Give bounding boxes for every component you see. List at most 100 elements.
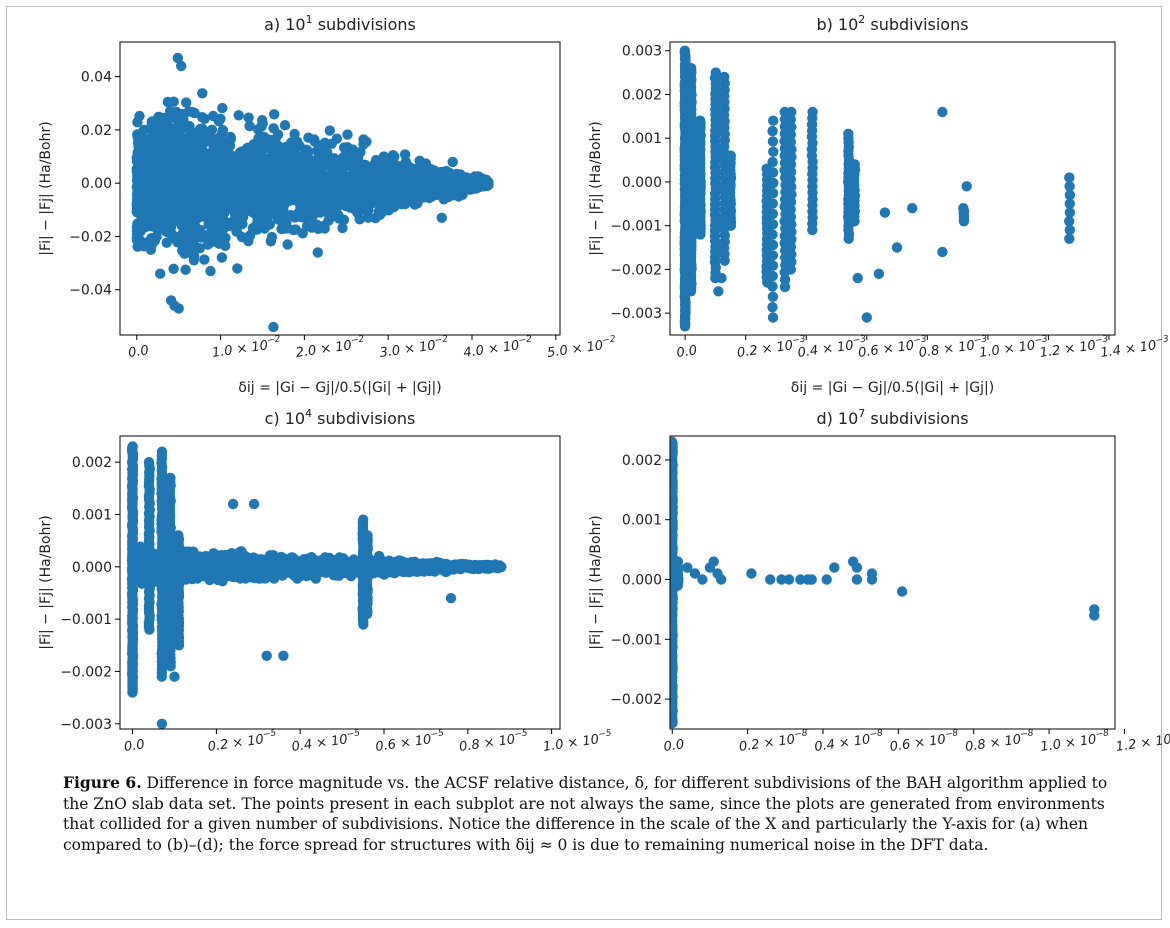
data-point bbox=[389, 564, 400, 575]
data-point bbox=[779, 281, 791, 293]
data-point bbox=[146, 177, 157, 188]
subplot-a: −0.04−0.020.000.020.040.0 1.0 × 10−2 2.0 ×… bbox=[38, 13, 618, 396]
data-point bbox=[259, 214, 270, 226]
data-point bbox=[168, 96, 179, 107]
data-point bbox=[194, 123, 206, 135]
data-point bbox=[785, 166, 797, 178]
data-point bbox=[194, 195, 206, 207]
data-point bbox=[189, 163, 200, 174]
data-point bbox=[354, 168, 365, 180]
data-point bbox=[420, 158, 432, 169]
data-point bbox=[153, 214, 164, 225]
data-point bbox=[785, 264, 796, 275]
data-point bbox=[224, 200, 235, 211]
data-point bbox=[285, 138, 297, 150]
y-tick-label: 0.000 bbox=[622, 175, 662, 191]
data-point bbox=[269, 109, 280, 120]
data-point bbox=[452, 562, 463, 573]
data-point bbox=[172, 169, 183, 181]
data-point-outlier bbox=[172, 52, 183, 64]
data-point bbox=[785, 114, 796, 125]
data-point bbox=[843, 128, 854, 139]
data-point bbox=[785, 196, 797, 208]
data-point bbox=[151, 223, 162, 234]
data-point-outlier bbox=[452, 180, 463, 191]
data-point bbox=[151, 120, 162, 131]
data-point bbox=[439, 178, 451, 189]
data-point bbox=[188, 216, 200, 228]
data-point bbox=[199, 113, 210, 125]
data-point bbox=[306, 222, 317, 233]
data-point bbox=[189, 107, 200, 119]
data-point bbox=[248, 552, 259, 563]
x-axis-label: δij = |Gi − Gj|/0.5(|Gi| + |Gj|) bbox=[791, 380, 994, 396]
data-point bbox=[138, 124, 149, 136]
data-point bbox=[384, 555, 395, 566]
data-point bbox=[358, 134, 369, 145]
y-tick-label: −0.003 bbox=[610, 306, 662, 322]
data-point bbox=[907, 203, 918, 214]
data-point bbox=[212, 228, 223, 240]
data-point bbox=[471, 181, 482, 193]
data-point bbox=[237, 157, 249, 169]
data-point bbox=[263, 141, 275, 152]
data-point bbox=[144, 134, 155, 146]
data-point bbox=[235, 215, 246, 226]
data-point bbox=[852, 272, 863, 284]
data-point bbox=[207, 178, 219, 189]
scatter-points bbox=[679, 45, 1076, 332]
data-point bbox=[961, 181, 972, 192]
data-point bbox=[153, 111, 164, 123]
y-tick-label: −0.04 bbox=[69, 283, 112, 299]
data-point bbox=[213, 116, 225, 127]
data-point bbox=[248, 207, 260, 219]
data-point bbox=[179, 248, 190, 259]
data-point bbox=[767, 291, 779, 302]
data-point bbox=[409, 560, 421, 572]
data-point bbox=[375, 185, 387, 196]
data-point bbox=[327, 211, 338, 222]
data-point bbox=[244, 190, 256, 201]
data-point bbox=[767, 250, 778, 261]
data-point bbox=[767, 281, 778, 292]
data-point bbox=[389, 151, 400, 162]
data-point bbox=[199, 254, 210, 265]
data-point bbox=[768, 115, 779, 126]
data-point bbox=[315, 207, 326, 218]
data-point bbox=[338, 191, 349, 202]
data-point bbox=[713, 286, 724, 297]
data-point bbox=[217, 125, 229, 136]
x-tick-label: 5.0 × 10−2 bbox=[546, 334, 618, 361]
data-point bbox=[389, 163, 400, 175]
data-point bbox=[224, 140, 236, 151]
data-point bbox=[464, 561, 476, 572]
data-point bbox=[422, 564, 433, 575]
data-point bbox=[204, 566, 216, 577]
data-point bbox=[767, 239, 779, 251]
data-point bbox=[190, 567, 201, 578]
data-point bbox=[174, 132, 185, 143]
data-point bbox=[375, 203, 386, 214]
data-point bbox=[203, 229, 214, 241]
data-point bbox=[135, 226, 146, 237]
data-point bbox=[785, 129, 796, 140]
data-point bbox=[184, 152, 195, 163]
data-point bbox=[767, 198, 778, 209]
data-point bbox=[276, 551, 287, 563]
data-point bbox=[264, 184, 275, 195]
y-tick-label: −0.001 bbox=[610, 219, 662, 235]
data-point bbox=[184, 186, 195, 198]
data-point bbox=[807, 106, 818, 118]
data-point-outlier bbox=[155, 268, 166, 279]
data-point bbox=[286, 552, 298, 563]
data-point bbox=[276, 223, 287, 235]
data-point-outlier bbox=[165, 295, 177, 306]
data-point bbox=[937, 106, 948, 118]
data-point bbox=[1064, 233, 1075, 244]
y-tick-label: 0.001 bbox=[622, 131, 662, 147]
data-point bbox=[297, 228, 308, 239]
data-point-outlier bbox=[412, 167, 423, 178]
data-point bbox=[172, 189, 184, 200]
data-point bbox=[248, 139, 259, 150]
